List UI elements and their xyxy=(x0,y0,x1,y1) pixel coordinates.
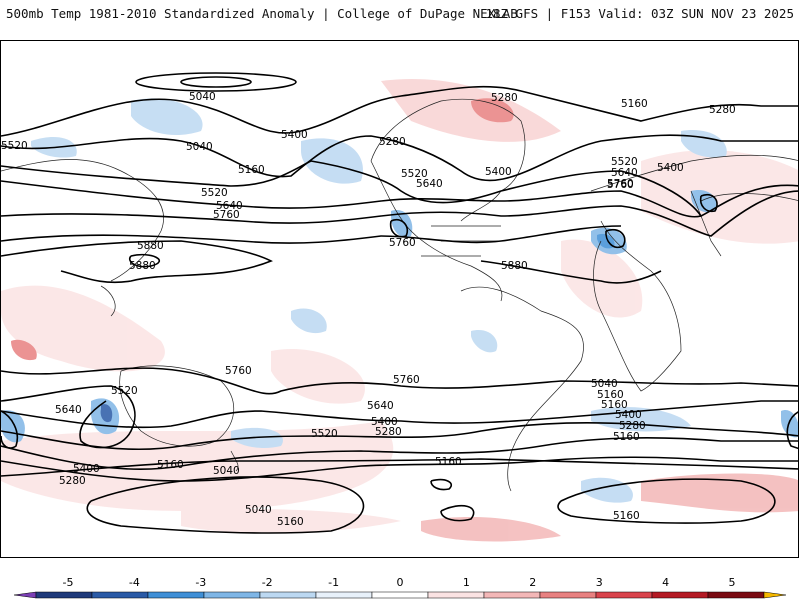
contour-label: 5400 xyxy=(657,162,684,174)
contour-label: 5160 xyxy=(613,510,640,522)
contour-label: 5040 xyxy=(245,504,272,516)
colorbar-tick-label: 3 xyxy=(595,576,603,589)
contour-label: 5040 xyxy=(189,91,216,103)
colorbar-segment xyxy=(595,591,653,599)
contour-label: 5280 xyxy=(375,426,402,438)
coastlines xyxy=(1,98,798,492)
contour-label: 5280 xyxy=(491,92,518,104)
contour-label: 5640 xyxy=(611,167,638,179)
contour-label: 5400 xyxy=(281,129,308,141)
contour-label: 5520 xyxy=(311,428,338,440)
colorbar-tick-label: 5 xyxy=(728,576,736,589)
contour-label: 5400 xyxy=(73,463,100,475)
contour-label: 5640 xyxy=(416,178,443,190)
contour-label: 5640 xyxy=(216,200,243,212)
colorbar-scale xyxy=(13,591,787,599)
contour-label: 5880 xyxy=(501,260,528,272)
contour-label: 5760 xyxy=(607,179,634,191)
contour-label: 5160 xyxy=(277,516,304,528)
contour-label: 5280 xyxy=(379,136,406,148)
contour-label: 5640 xyxy=(367,400,394,412)
colorbar-end-high xyxy=(763,591,787,599)
colorbar-segments xyxy=(13,591,787,599)
contour-label: 5160 xyxy=(157,459,184,471)
contour-label: 5160 xyxy=(238,164,265,176)
map-panel: 5040 5040 5400 5280 5160 5520 5640 5760 … xyxy=(0,40,799,558)
colorbar-segment xyxy=(539,591,597,599)
contour-label: 5760 xyxy=(393,374,420,386)
contour-label: 5400 xyxy=(615,409,642,421)
colorbar-tick-label: 2 xyxy=(529,576,537,589)
colorbar-segment xyxy=(91,591,149,599)
colorbar-segment xyxy=(147,591,205,599)
contour-label: 5280 xyxy=(59,475,86,487)
colorbar xyxy=(0,570,800,600)
colorbar-segment xyxy=(35,591,93,599)
contour-label: 5040 xyxy=(213,465,240,477)
contour-label: 5760 xyxy=(225,365,252,377)
contour-label: 5880 xyxy=(137,240,164,252)
colorbar-tick-label: -1 xyxy=(328,576,340,589)
contour-label: 5040 xyxy=(591,378,618,390)
contour-label: 5520 xyxy=(1,140,28,152)
contour-label: 5760 xyxy=(389,237,416,249)
colorbar-tick-label: 0 xyxy=(396,576,404,589)
contour-label: 5880 xyxy=(129,260,156,272)
colorbar-segment xyxy=(315,591,373,599)
contour-label: 5520 xyxy=(611,156,638,168)
colorbar-end-low xyxy=(13,591,37,599)
anomaly-shading xyxy=(1,79,798,542)
map-title: 500mb Temp 1981-2010 Standardized Anomal… xyxy=(6,6,518,21)
contour-label: 5400 xyxy=(485,166,512,178)
colorbar-tick-label: -4 xyxy=(128,576,140,589)
contour-label: 5760 xyxy=(607,178,634,190)
colorbar-tick-label: -5 xyxy=(62,576,74,589)
contour-label: 5280 xyxy=(709,104,736,116)
contour-label: 5160 xyxy=(613,431,640,443)
colorbar-segment xyxy=(707,591,765,599)
height-contours xyxy=(1,72,798,534)
contour-label: 5520 xyxy=(201,187,228,199)
colorbar-segment xyxy=(259,591,317,599)
model-valid-time: 18Z GFS | F153 Valid: 03Z SUN NOV 23 202… xyxy=(485,6,794,21)
colorbar-tick-label: -2 xyxy=(261,576,273,589)
colorbar-segment xyxy=(427,591,485,599)
contour-label: 5160 xyxy=(597,389,624,401)
contour-label: 5040 xyxy=(186,141,213,153)
colorbar-segment xyxy=(651,591,709,599)
contour-label: 5160 xyxy=(621,98,648,110)
colorbar-segment xyxy=(203,591,261,599)
colorbar-tick-label: -3 xyxy=(195,576,207,589)
contour-label: 5520 xyxy=(401,168,428,180)
header: 500mb Temp 1981-2010 Standardized Anomal… xyxy=(0,0,800,26)
contour-label: 5520 xyxy=(111,385,138,397)
colorbar-segment xyxy=(371,591,429,599)
contour-label: 5160 xyxy=(435,456,462,468)
contour-label: 5760 xyxy=(213,209,240,221)
contour-label: 5400 xyxy=(371,416,398,428)
contour-labels: 5040 5040 5400 5280 5160 5520 5640 5760 … xyxy=(1,91,736,528)
contour-label: 5160 xyxy=(601,399,628,411)
colorbar-segment xyxy=(483,591,541,599)
colorbar-tick-label: 1 xyxy=(462,576,470,589)
colorbar-tick-label: 4 xyxy=(662,576,670,589)
map-canvas: 5040 5040 5400 5280 5160 5520 5640 5760 … xyxy=(1,72,798,542)
contour-label: 5640 xyxy=(55,404,82,416)
contour-label: 5280 xyxy=(619,420,646,432)
